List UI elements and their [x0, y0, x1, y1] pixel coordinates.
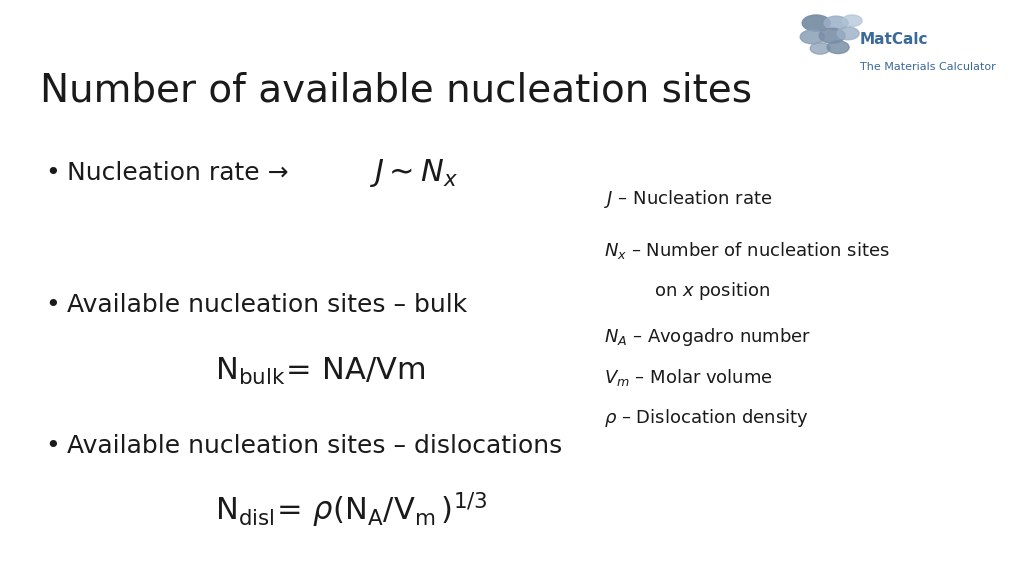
Text: $\mathrm{N}_{\mathrm{bulk}}\!=\,\mathrm{NA/Vm}$: $\mathrm{N}_{\mathrm{bulk}}\!=\,\mathrm{…	[214, 356, 425, 387]
Text: on $x$ position: on $x$ position	[653, 280, 770, 302]
Text: $\rho$ – Dislocation density: $\rho$ – Dislocation density	[604, 407, 808, 429]
Circle shape	[819, 28, 845, 43]
Text: •: •	[45, 161, 59, 185]
Text: Available nucleation sites – bulk: Available nucleation sites – bulk	[67, 293, 467, 317]
Text: $\mathrm{N}_{\mathrm{disl}}\!=\,\rho(\mathrm{N_A/V_m}\,)^{1/3}$: $\mathrm{N}_{\mathrm{disl}}\!=\,\rho(\ma…	[214, 490, 487, 529]
Text: Nucleation rate →: Nucleation rate →	[67, 161, 289, 185]
Text: $J{\sim}N_x$: $J{\sim}N_x$	[370, 157, 459, 189]
Circle shape	[824, 16, 848, 30]
Text: Available nucleation sites – dislocations: Available nucleation sites – dislocation…	[67, 434, 562, 458]
Text: •: •	[45, 434, 59, 458]
Circle shape	[838, 27, 859, 40]
Text: •: •	[45, 293, 59, 317]
Text: $V_m$ – Molar volume: $V_m$ – Molar volume	[604, 367, 773, 388]
Circle shape	[842, 15, 862, 26]
Text: The Materials Calculator: The Materials Calculator	[860, 62, 995, 71]
Text: $J$ – Nucleation rate: $J$ – Nucleation rate	[604, 188, 772, 210]
Circle shape	[800, 30, 824, 44]
Circle shape	[802, 15, 830, 31]
Text: Number of available nucleation sites: Number of available nucleation sites	[40, 72, 752, 110]
Text: MatCalc: MatCalc	[860, 32, 929, 47]
Text: $N_x$ – Number of nucleation sites: $N_x$ – Number of nucleation sites	[604, 240, 890, 261]
Circle shape	[810, 43, 830, 54]
Text: $N_A$ – Avogadro number: $N_A$ – Avogadro number	[604, 326, 811, 348]
Circle shape	[827, 41, 849, 54]
